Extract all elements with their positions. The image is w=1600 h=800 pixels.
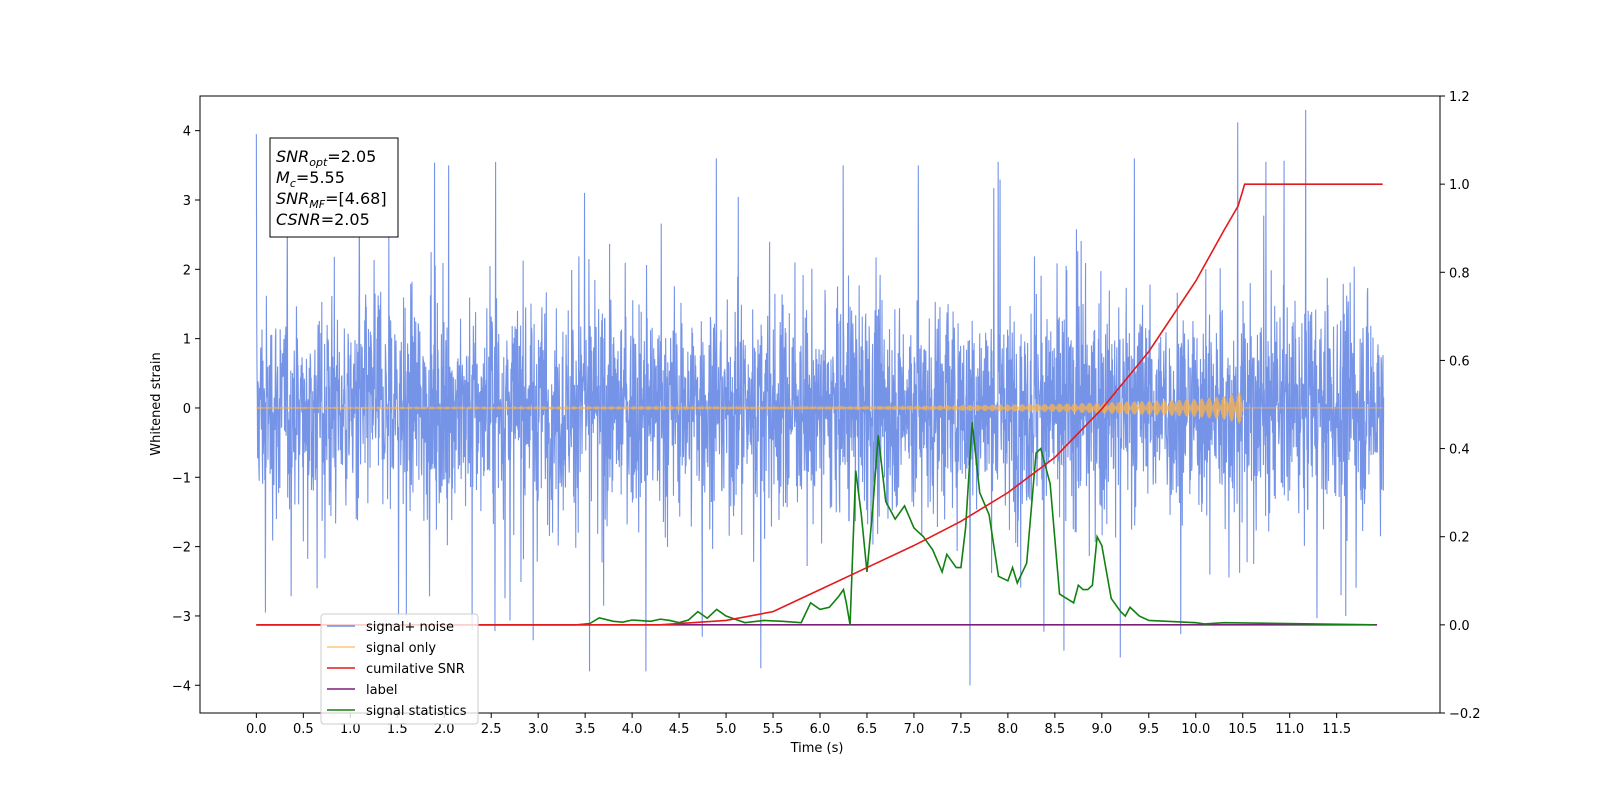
y2-tick-label: 0.8 [1449, 266, 1470, 281]
x-axis-label: Time (s) [790, 741, 844, 756]
plot-area [255, 109, 1385, 686]
x-tick-label: 3.0 [528, 722, 549, 737]
legend-frame [320, 613, 479, 725]
x-tick-label: 11.5 [1322, 722, 1351, 737]
x-tick-label: 5.5 [763, 722, 784, 737]
signal-statistics-line [256, 422, 1375, 626]
y-tick-label: 3 [183, 194, 191, 209]
y-tick-label: 0 [183, 402, 191, 417]
signal-noise-line [255, 109, 1385, 686]
y2-tick-label: 1.2 [1449, 90, 1470, 105]
annotation-line: Mc=5.55 [276, 168, 345, 190]
y-tick-label: 2 [183, 263, 191, 278]
annotation-line: SNRopt=2.05 [276, 147, 376, 169]
x-tick-label: 11.0 [1275, 722, 1304, 737]
x-tick-label: 1.0 [340, 722, 361, 737]
x-tick-label: 8.0 [998, 722, 1019, 737]
y-tick-label: −1 [172, 471, 191, 486]
annotation-line: CSNR=2.05 [276, 210, 370, 229]
y2-tick-label: 0.0 [1449, 619, 1470, 634]
x-tick-label: 1.5 [387, 722, 408, 737]
y2-tick-label: −0.2 [1449, 707, 1481, 722]
legend-label: signal+ noise [366, 620, 454, 635]
y-tick-label: −4 [172, 679, 191, 694]
x-tick-label: 2.0 [434, 722, 455, 737]
legend-label: label [366, 683, 397, 698]
x-tick-label: 10.5 [1228, 722, 1257, 737]
x-tick-label: 3.5 [575, 722, 596, 737]
legend-label: signal only [366, 641, 436, 656]
y-tick-label: 1 [183, 333, 191, 348]
annotation-line: SNRMF=[4.68] [276, 189, 387, 211]
x-tick-label: 8.5 [1045, 722, 1066, 737]
x-tick-label: 6.5 [857, 722, 878, 737]
y2-tick-label: 0.4 [1449, 443, 1470, 458]
y-tick-label: −3 [172, 610, 191, 625]
y2-tick-label: 0.6 [1449, 354, 1470, 369]
y-tick-label: 4 [183, 125, 191, 140]
y2-tick-label: 0.2 [1449, 531, 1470, 546]
x-tick-label: 10.0 [1181, 722, 1210, 737]
y-tick-label: −2 [172, 541, 191, 556]
x-tick-label: 0.0 [246, 722, 267, 737]
x-tick-label: 5.0 [716, 722, 737, 737]
legend: signal+ noise signal only cumilative SNR la… [320, 613, 479, 725]
x-tick-label: 2.5 [481, 722, 502, 737]
signal-only-line [256, 392, 1383, 424]
x-tick-label: 7.5 [951, 722, 972, 737]
axes: 0.0 0.5 1.0 1.5 2.0 2.5 3.0 3.5 4.0 4.5 5.0 5.5 6.0 6… [172, 90, 1481, 737]
x-tick-label: 0.5 [293, 722, 314, 737]
legend-label: signal statistics [366, 704, 467, 719]
x-tick-label: 7.0 [904, 722, 925, 737]
y-axis-label: Whitened strain [149, 352, 164, 455]
x-tick-label: 6.0 [810, 722, 831, 737]
y2-tick-label: 1.0 [1449, 178, 1470, 193]
annotation-frame [269, 137, 399, 238]
x-tick-label: 9.5 [1138, 722, 1159, 737]
x-tick-label: 9.0 [1091, 722, 1112, 737]
legend-label: cumilative SNR [366, 662, 465, 677]
x-tick-label: 4.0 [622, 722, 643, 737]
cumulative-snr-line [256, 183, 1383, 626]
x-tick-label: 4.5 [669, 722, 690, 737]
